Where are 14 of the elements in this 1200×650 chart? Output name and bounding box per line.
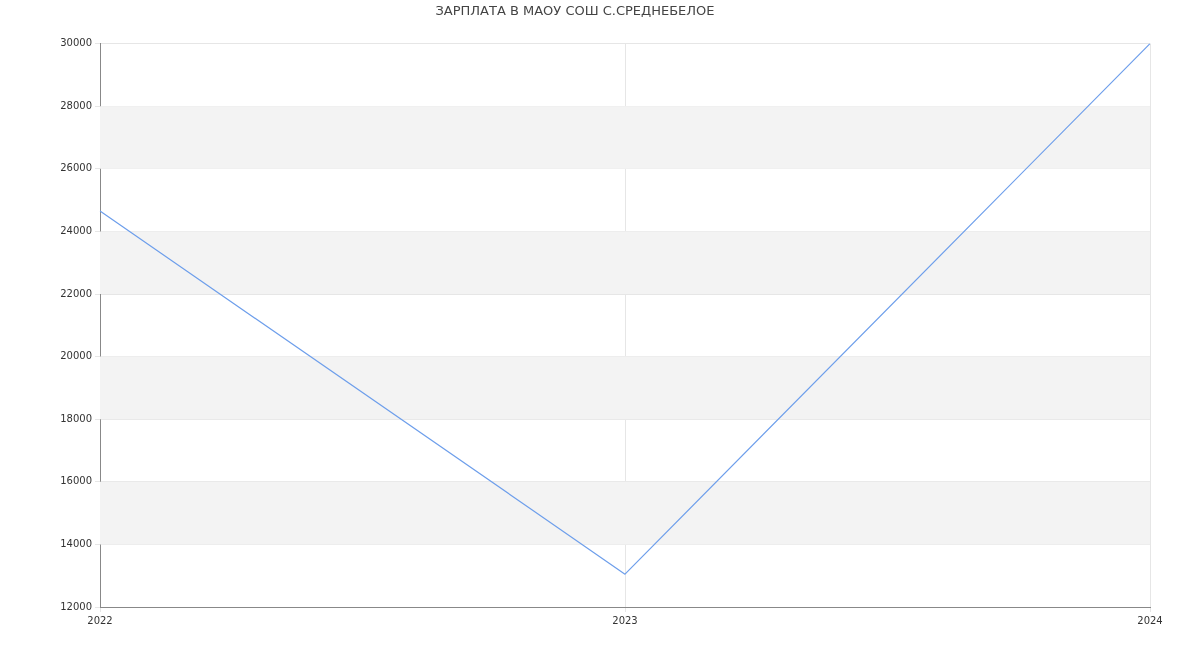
y-tick-label: 22000: [60, 287, 92, 299]
y-tick-label: 20000: [60, 350, 92, 362]
y-tick-label: 16000: [60, 475, 92, 487]
y-tick-label: 24000: [60, 224, 92, 236]
y-tick-label: 30000: [60, 37, 92, 49]
x-tick-label: 2022: [87, 614, 113, 626]
chart-title: ЗАРПЛАТА В МАОУ СОШ С.СРЕДНЕБЕЛОЕ: [435, 3, 715, 19]
y-tick-label: 12000: [60, 600, 92, 612]
y-tick-label: 26000: [60, 162, 92, 174]
x-tick-label: 2023: [612, 614, 638, 626]
x-tick-label: 2024: [1137, 614, 1163, 626]
y-tick-label: 14000: [60, 537, 92, 549]
y-tick-label: 28000: [60, 99, 92, 111]
y-tick-label: 18000: [60, 412, 92, 424]
